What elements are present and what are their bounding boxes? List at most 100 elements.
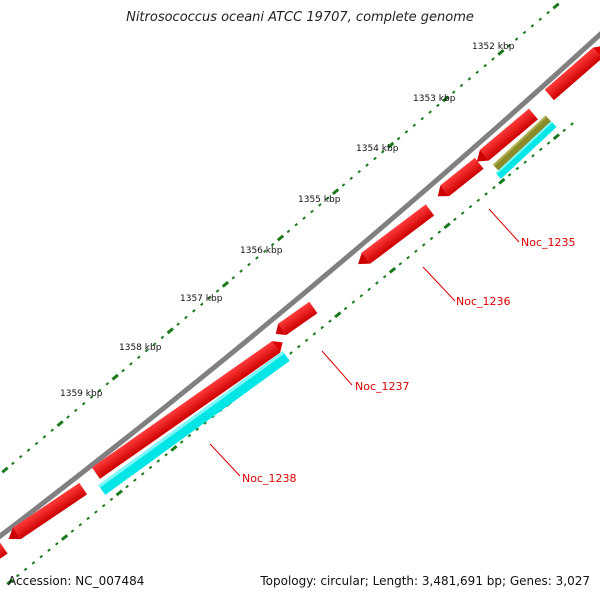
outer-tick-track bbox=[1, 2, 560, 474]
minor-tick bbox=[231, 276, 236, 280]
ruler-label: 1356 kbp bbox=[240, 246, 283, 256]
minor-tick bbox=[184, 315, 188, 320]
olive-feature[interactable] bbox=[492, 115, 552, 171]
minor-tick bbox=[412, 123, 417, 128]
minor-tick bbox=[475, 70, 480, 75]
minor-tick bbox=[570, 122, 574, 126]
minor-tick bbox=[286, 229, 291, 234]
minor-tick bbox=[507, 44, 511, 48]
minor-tick bbox=[16, 573, 20, 578]
minor-tick bbox=[203, 421, 207, 425]
cyan-feature-noc-1235[interactable] bbox=[495, 121, 557, 179]
minor-tick bbox=[31, 561, 36, 565]
cds-arrow[interactable] bbox=[0, 542, 8, 562]
gene-label[interactable]: Noc_1237 bbox=[355, 380, 410, 393]
major-tick bbox=[498, 177, 506, 185]
major-tick bbox=[552, 133, 561, 141]
minor-tick bbox=[320, 325, 324, 330]
minor-tick bbox=[429, 236, 434, 241]
minor-tick bbox=[176, 322, 180, 326]
minor-tick bbox=[514, 37, 519, 41]
cyan-feature-noc-1238[interactable] bbox=[98, 351, 290, 495]
minor-tick bbox=[468, 204, 473, 209]
major-tick bbox=[170, 445, 178, 452]
minor-tick bbox=[367, 287, 371, 292]
minor-tick bbox=[546, 141, 551, 145]
minor-tick bbox=[414, 249, 418, 253]
minor-tick bbox=[349, 176, 354, 181]
minor-tick bbox=[121, 368, 125, 373]
gene-label[interactable]: Noc_1236 bbox=[456, 295, 511, 308]
ruler-label: 1352 kbp bbox=[472, 42, 515, 52]
minor-tick bbox=[70, 529, 75, 533]
minor-tick bbox=[11, 461, 15, 466]
ruler-label: 1353 kbp bbox=[413, 94, 456, 104]
ruler-labels: 1352 kbp 1353 kbp 1354 kbp 1355 kbp 1356 kbp… bbox=[60, 42, 515, 399]
minor-tick bbox=[492, 185, 496, 190]
cds-arrow[interactable] bbox=[544, 40, 600, 101]
minor-tick bbox=[94, 510, 98, 514]
minor-tick bbox=[404, 130, 409, 134]
minor-tick bbox=[539, 147, 543, 152]
minor-tick bbox=[483, 63, 487, 68]
minor-tick bbox=[460, 211, 465, 215]
callout-line bbox=[488, 208, 520, 243]
major-tick bbox=[111, 373, 119, 381]
minor-tick bbox=[436, 103, 440, 108]
minor-tick bbox=[546, 10, 550, 15]
gene-label[interactable]: Noc_1235 bbox=[521, 236, 576, 249]
minor-tick bbox=[453, 217, 457, 222]
cds-arrow-noc-1238[interactable] bbox=[91, 337, 287, 479]
minor-tick bbox=[129, 362, 133, 366]
minor-tick bbox=[312, 332, 317, 336]
major-tick bbox=[552, 2, 560, 10]
gene-label[interactable]: Noc_1238 bbox=[242, 472, 297, 485]
minor-tick bbox=[105, 382, 110, 386]
minor-tick bbox=[562, 128, 566, 133]
minor-tick bbox=[152, 342, 157, 346]
major-tick bbox=[276, 234, 285, 242]
gene-callouts: Noc_1235 Noc_1236 Noc_1237 Noc_1238 bbox=[209, 208, 576, 485]
ruler-label: 1355 kbp bbox=[298, 195, 341, 205]
minor-tick bbox=[125, 484, 129, 489]
cds-arrow[interactable] bbox=[472, 108, 538, 167]
minor-tick bbox=[398, 262, 403, 266]
major-tick bbox=[443, 222, 451, 230]
minor-tick bbox=[302, 216, 306, 220]
minor-tick bbox=[179, 440, 184, 444]
minor-tick bbox=[328, 319, 332, 323]
cds-arrow[interactable] bbox=[433, 157, 484, 202]
callout-line bbox=[209, 443, 241, 477]
minor-tick bbox=[467, 77, 472, 81]
minor-tick bbox=[164, 453, 168, 457]
minor-tick bbox=[289, 351, 293, 355]
minor-tick bbox=[406, 255, 410, 260]
minor-tick bbox=[137, 355, 141, 360]
cds-arrow-noc-1237[interactable] bbox=[272, 301, 318, 340]
minor-tick bbox=[239, 269, 243, 273]
minor-tick bbox=[530, 24, 535, 28]
minor-tick bbox=[78, 523, 83, 527]
minor-tick bbox=[531, 154, 535, 158]
minor-tick bbox=[263, 249, 267, 254]
major-tick bbox=[6, 578, 14, 586]
minor-tick bbox=[26, 448, 31, 452]
minor-tick bbox=[247, 262, 251, 267]
major-tick bbox=[387, 141, 395, 149]
minor-tick bbox=[39, 554, 43, 559]
ruler-label: 1358 kbp bbox=[119, 343, 162, 353]
cds-arrow-noc-1236[interactable] bbox=[354, 204, 435, 269]
ruler-label: 1357 kbp bbox=[180, 294, 223, 304]
minor-tick bbox=[133, 478, 137, 482]
minor-tick bbox=[476, 198, 481, 203]
cds-arrow[interactable] bbox=[5, 482, 88, 545]
minor-tick bbox=[310, 209, 314, 214]
major-tick bbox=[497, 48, 505, 56]
minor-tick bbox=[522, 30, 527, 35]
major-tick bbox=[115, 489, 123, 497]
accession-text: Accession: NC_007484 bbox=[8, 574, 145, 588]
minor-tick bbox=[47, 548, 51, 552]
minor-tick bbox=[34, 441, 39, 446]
genome-summary-text: Topology: circular; Length: 3,481,691 bp… bbox=[260, 574, 590, 588]
